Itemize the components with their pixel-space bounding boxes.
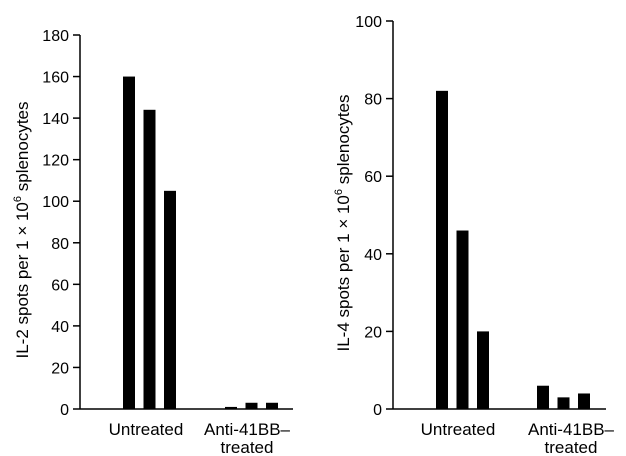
- bar-group1-replicate1: [436, 90, 448, 409]
- chart-il4: 0 20 40 60 80 100 Untreated Anti-41BB–treated IL…: [333, 14, 615, 456]
- y-tick-label: 20: [364, 324, 382, 341]
- bar-group1-replicate2: [456, 230, 469, 409]
- y-axis-title-unit: splenocytes: [13, 101, 32, 196]
- y-tick-label: 180: [42, 28, 69, 45]
- y-axis-title-exponent: 6: [12, 196, 24, 202]
- y-tick-label: 0: [373, 402, 382, 419]
- bar-group2-replicate3: [578, 393, 590, 409]
- x-category-label: treated: [545, 438, 598, 456]
- y-axis-title-unit: splenocytes: [334, 94, 353, 189]
- y-tick-label: 100: [355, 14, 382, 31]
- y-tick-label: 40: [364, 247, 382, 264]
- y-axis-title-main: IL-2 spots per 1 × 10: [13, 202, 32, 358]
- y-tick-label: 160: [42, 70, 69, 87]
- x-category-label: Untreated: [421, 420, 496, 439]
- y-axis-title-exponent: 6: [333, 189, 345, 195]
- y-tick-label: 80: [51, 236, 69, 253]
- y-axis-title: IL-4 spots per 1 × 106 splenocytes: [333, 94, 353, 351]
- y-tick-label: 60: [51, 277, 69, 294]
- x-category-label: Anti-41BB–: [528, 420, 615, 439]
- x-category-label: treated: [221, 438, 274, 456]
- x-category-label: Anti-41BB–: [204, 420, 291, 439]
- bar-group1-replicate1: [123, 76, 135, 410]
- bar-group2-replicate3: [266, 402, 278, 409]
- y-tick-label: 20: [51, 360, 69, 377]
- y-axis-title-main: IL-4 spots per 1 × 10: [334, 195, 353, 351]
- y-tick-label: 140: [42, 111, 69, 128]
- bar-group1-replicate3: [477, 331, 489, 409]
- y-tick-label: 0: [60, 402, 69, 419]
- y-tick-label: 80: [364, 92, 382, 109]
- y-axis-title: IL-2 spots per 1 × 106 splenocytes: [12, 101, 32, 358]
- bar-group1-replicate2: [143, 109, 156, 410]
- y-tick-label: 60: [364, 169, 382, 186]
- y-tick-label: 40: [51, 319, 69, 336]
- y-tick-label: 100: [42, 194, 69, 211]
- bar-group2-replicate2: [245, 402, 258, 409]
- x-category-label: Untreated: [109, 420, 184, 439]
- bar-group2-replicate1: [225, 406, 237, 409]
- bar-group1-replicate3: [164, 190, 176, 409]
- bar-group2-replicate1: [537, 385, 549, 409]
- chart-il2: 0 20 40 60 80 100 120 140 160 180 Untreated Anti-41…: [12, 28, 293, 456]
- y-tick-label: 120: [42, 153, 69, 170]
- bar-group2-replicate2: [557, 397, 570, 409]
